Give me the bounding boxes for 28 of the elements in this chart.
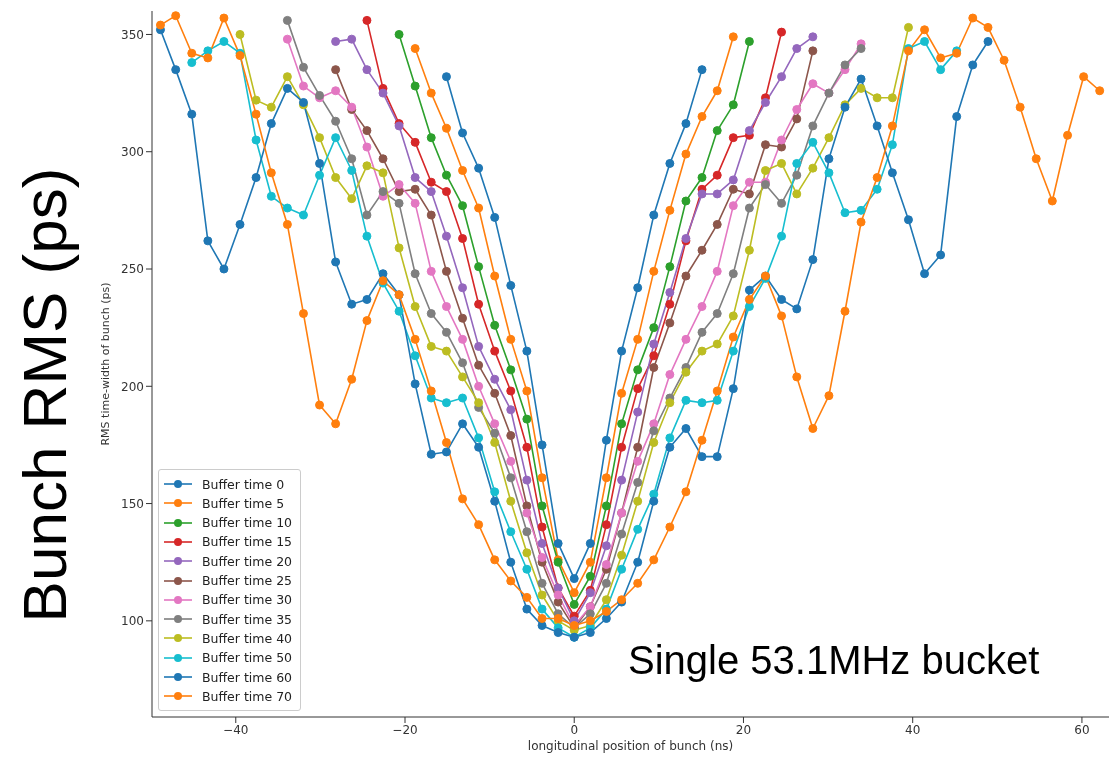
x-tick-label: 60 [1074,722,1090,737]
y-tick-label: 150 [121,496,144,511]
x-tick-label: 0 [570,722,579,737]
legend-label: Buffer time 50 [202,650,293,666]
legend-label: Buffer time 35 [202,611,293,627]
legend-label: Buffer time 30 [202,592,293,608]
legend-label: Buffer time 5 [202,495,285,511]
annotation: Single 53.1MHz bucket [628,638,1040,682]
x-axis-title: longitudinal position of bunch (ns) [527,739,734,753]
legend-label: Buffer time 15 [202,534,293,550]
legend-label: Buffer time 20 [202,553,293,569]
legend-label: Buffer time 25 [202,573,293,589]
legend-label: Buffer time 60 [202,669,293,685]
y-tick-label: 350 [121,27,144,42]
legend-label: Buffer time 40 [202,630,293,646]
y-tick-label: 300 [121,144,144,159]
y-tick-label: 200 [121,379,144,394]
x-tick-label: 40 [905,722,921,737]
y-tick-label: 250 [121,262,144,277]
y-axis-title: RMS time-width of bunch (ps) [98,282,112,446]
x-tick-label: −20 [392,722,418,737]
legend-label: Buffer time 0 [202,476,285,492]
x-tick-label: 20 [735,722,752,737]
x-tick-label: −40 [223,722,249,737]
legend-label: Buffer time 10 [202,515,293,531]
text: Bunch RMS (ps) [10,167,79,623]
legend-label: Buffer time 70 [202,688,293,704]
y-tick-label: 100 [121,614,144,629]
